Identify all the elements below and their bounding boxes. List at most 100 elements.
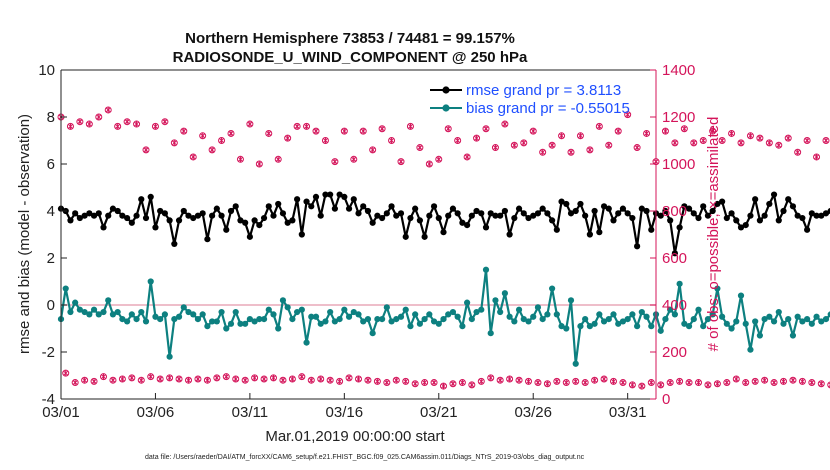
obs-possible-point xyxy=(761,376,769,384)
obs-assimilated-point xyxy=(436,156,442,162)
rmse-point xyxy=(619,205,627,212)
y-left-tick-label: 6 xyxy=(47,156,55,173)
obs-assimilated-point xyxy=(544,381,550,387)
bias-point xyxy=(657,327,664,334)
rmse-point xyxy=(775,217,782,224)
obs-assimilated-point xyxy=(686,379,692,386)
bias-point xyxy=(515,306,523,313)
bias-point xyxy=(161,311,168,318)
rmse-point xyxy=(657,212,664,219)
obs-possible-point xyxy=(463,153,471,161)
obs-possible-point xyxy=(718,137,726,144)
obs-assimilated-point xyxy=(138,377,144,383)
obs-assimilated-point xyxy=(724,379,730,386)
obs-possible-point xyxy=(803,137,811,144)
obs-assimilated-point xyxy=(110,377,116,383)
obs-assimilated-point xyxy=(483,126,489,132)
obs-assimilated-point xyxy=(294,123,300,130)
rmse-point xyxy=(605,205,612,212)
bias-point xyxy=(270,311,277,318)
bias-point xyxy=(492,297,499,304)
obs-assimilated-point xyxy=(540,149,546,155)
bias-point xyxy=(449,308,457,316)
rmse-point xyxy=(591,207,598,215)
rmse-point xyxy=(525,214,532,222)
bias-point xyxy=(138,308,145,316)
obs-possible-point xyxy=(133,120,141,128)
rmse-point xyxy=(742,222,749,229)
bias-point xyxy=(794,313,801,320)
legend-bias-label: bias grand pr = -0.55015 xyxy=(466,100,630,117)
rmse-point xyxy=(308,203,315,210)
obs-possible-point xyxy=(218,137,226,144)
bias-point xyxy=(90,306,98,313)
bias-point xyxy=(430,318,438,325)
obs-assimilated-point xyxy=(582,379,588,386)
obs-possible-point xyxy=(260,375,268,383)
obs-possible-point xyxy=(208,146,216,154)
rmse-point xyxy=(714,200,721,208)
rmse-point xyxy=(388,203,395,210)
obs-possible-point xyxy=(770,379,778,387)
obs-assimilated-point xyxy=(105,107,111,113)
obs-assimilated-point xyxy=(91,378,97,385)
obs-possible-point xyxy=(576,132,584,140)
bias-point xyxy=(81,308,88,316)
obs-possible-point xyxy=(161,118,169,126)
obs-assimilated-point xyxy=(492,144,498,151)
obs-assimilated-point xyxy=(322,137,328,144)
bias-point xyxy=(388,318,395,325)
x-tick-label: 03/16 xyxy=(326,404,364,421)
bias-point xyxy=(360,318,367,325)
obs-possible-point xyxy=(506,375,514,383)
bias-point xyxy=(128,311,135,318)
rmse-point xyxy=(558,198,565,205)
obs-assimilated-point xyxy=(275,156,281,162)
rmse-point xyxy=(813,212,820,219)
rmse-point xyxy=(190,214,197,222)
obs-assimilated-point xyxy=(823,137,829,144)
obs-assimilated-point xyxy=(304,123,310,130)
obs-possible-point xyxy=(817,380,825,388)
rmse-point xyxy=(218,212,225,219)
rmse-point xyxy=(166,217,173,224)
obs-possible-point xyxy=(137,376,145,384)
obs-possible-point xyxy=(789,376,797,384)
obs-assimilated-point xyxy=(332,158,338,165)
obs-possible-point xyxy=(458,379,466,387)
bias-point xyxy=(435,320,442,327)
bias-point xyxy=(209,318,216,325)
obs-possible-point xyxy=(780,377,787,385)
bias-point xyxy=(426,311,433,318)
bias-point xyxy=(345,313,353,320)
obs-layer xyxy=(57,106,830,390)
bias-point xyxy=(563,325,570,332)
bias-point xyxy=(180,304,187,311)
rmse-point xyxy=(223,226,230,233)
obs-possible-point xyxy=(510,141,518,149)
obs-possible-point xyxy=(392,376,400,384)
rmse-point xyxy=(81,212,88,219)
obs-possible-point xyxy=(180,127,188,135)
rmse-point xyxy=(567,210,575,217)
obs-possible-point xyxy=(199,132,207,140)
rmse-point xyxy=(723,214,730,222)
rmse-point xyxy=(681,203,688,210)
y-left-tick-label: 8 xyxy=(47,109,55,126)
rmse-point xyxy=(478,210,485,217)
obs-possible-point xyxy=(81,376,89,384)
bias-point xyxy=(142,318,150,325)
rmse-point xyxy=(242,219,249,226)
rmse-point xyxy=(426,212,433,219)
obs-assimilated-point xyxy=(214,375,220,381)
obs-possible-point xyxy=(742,379,750,387)
y-left-tick-label: 10 xyxy=(38,62,55,79)
bias-point xyxy=(227,320,235,327)
rmse-point xyxy=(497,212,504,219)
obs-assimilated-point xyxy=(691,140,697,146)
y-left-tick-label: 2 xyxy=(47,250,55,267)
obs-possible-point xyxy=(185,376,192,384)
rmse-point xyxy=(331,205,338,212)
bias-point xyxy=(256,316,263,323)
